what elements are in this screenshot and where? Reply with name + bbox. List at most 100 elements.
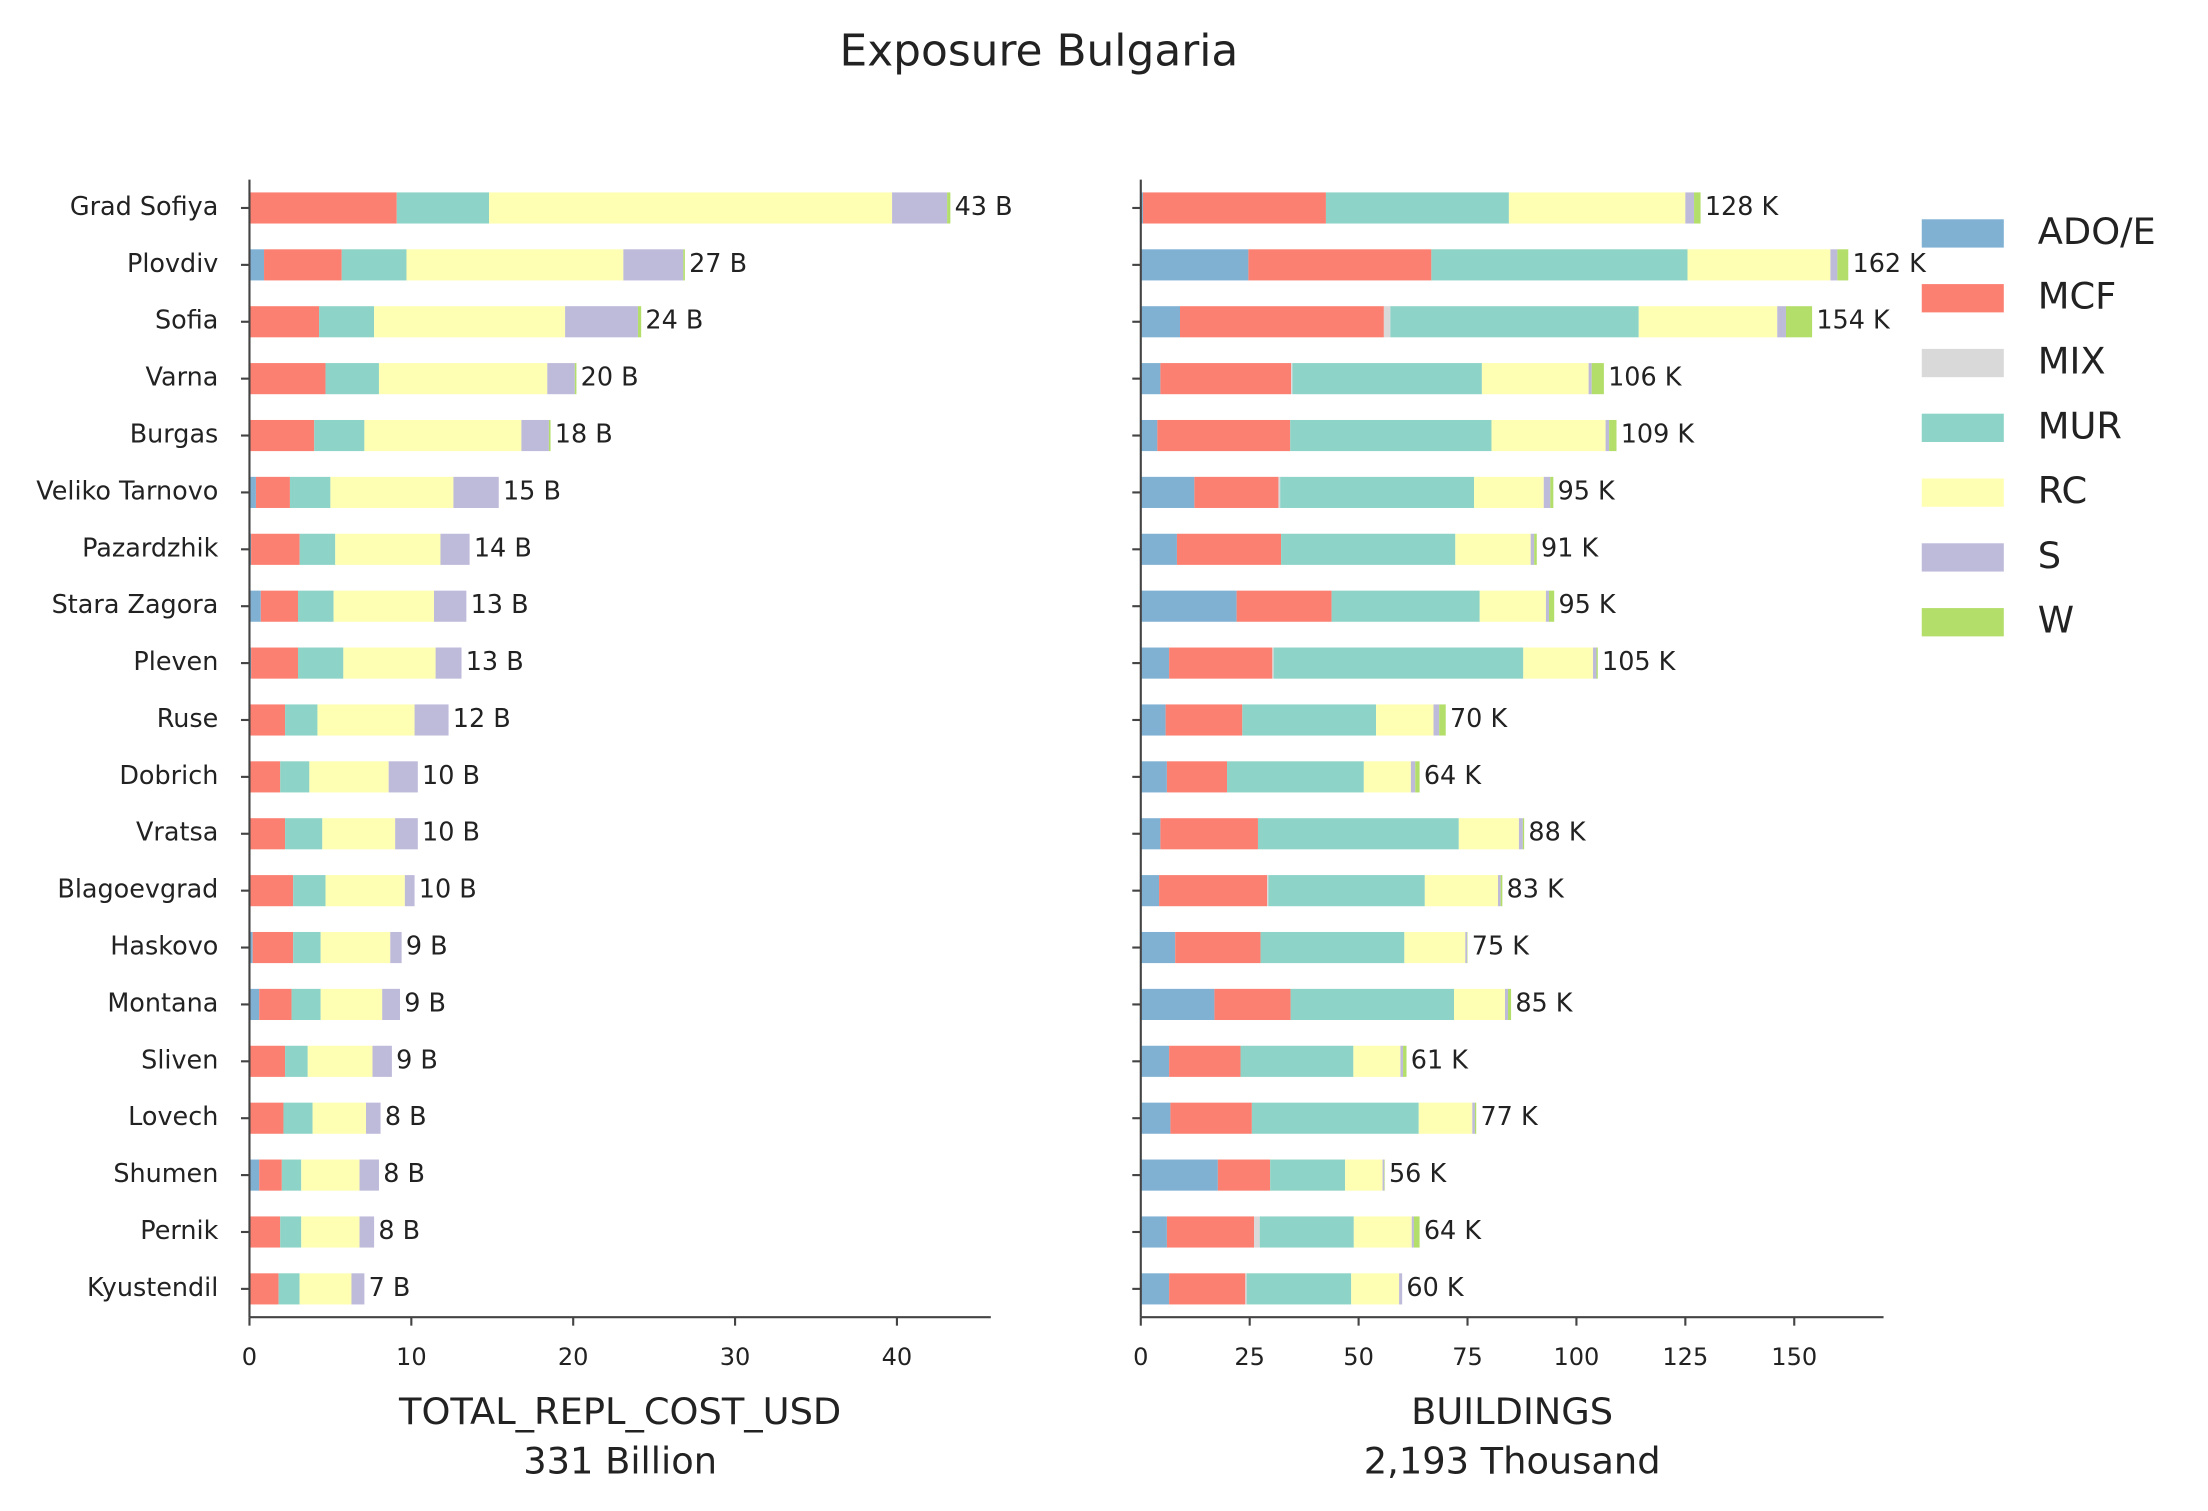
bar-segment <box>1474 476 1544 508</box>
value-label: 12 B <box>453 704 511 734</box>
bar-segment <box>1245 1273 1247 1305</box>
bar-segment <box>404 875 415 907</box>
y-tick-label: Sofia <box>155 306 218 336</box>
bar-segment <box>1400 1045 1404 1077</box>
bar-segment <box>252 931 294 964</box>
bar-segment <box>374 306 566 338</box>
y-tick-label: Veliko Tarnovo <box>36 476 218 506</box>
y-tick-label: Grad Sofiya <box>70 192 218 222</box>
bar-segment <box>1455 533 1531 565</box>
bar-segment <box>1175 931 1261 964</box>
y-tick-label: Lovech <box>128 1102 218 1132</box>
bar-segment <box>319 306 375 338</box>
bar-segment <box>1281 533 1456 565</box>
x-tick-label: 75 <box>1452 1343 1483 1371</box>
y-tick-label: Haskovo <box>110 932 218 962</box>
bar-segment <box>1439 704 1446 736</box>
bar-segment <box>1248 249 1432 281</box>
value-label: 8 B <box>383 1159 425 1189</box>
bar-segment <box>1363 761 1411 793</box>
bar-segment <box>1548 590 1555 622</box>
bar-segment <box>251 647 299 679</box>
bar-segment <box>1140 1102 1171 1134</box>
legend-swatch <box>1921 608 2004 637</box>
bar-segment <box>623 249 684 281</box>
x-axis-note: 2,193 Thousand <box>1364 1439 1661 1482</box>
bar-segment <box>285 1045 308 1077</box>
value-label: 85 K <box>1515 988 1573 1018</box>
bar-segment <box>249 1273 279 1305</box>
bar-segment <box>341 249 407 281</box>
bar-segment <box>1170 1102 1252 1134</box>
x-tick-label: 100 <box>1553 1343 1599 1371</box>
bar-segment <box>1331 590 1480 622</box>
bar-segment <box>382 988 401 1020</box>
bar-segment <box>1254 1216 1260 1248</box>
bar-segment <box>388 761 418 793</box>
bar-segment <box>1543 476 1551 508</box>
y-tick-label: Vratsa <box>136 818 218 848</box>
bar-segment <box>291 988 321 1020</box>
bar-segment <box>489 192 893 224</box>
bar-segment <box>947 192 951 224</box>
bar-segment <box>1518 818 1523 850</box>
y-tick-label: Plovdiv <box>127 249 218 279</box>
bar-segment <box>307 1045 373 1077</box>
bar-segment <box>251 533 300 565</box>
bar-segment <box>1403 1045 1407 1077</box>
legend-swatch <box>1921 543 2004 572</box>
bar-segment <box>1785 306 1813 338</box>
bar-segment <box>1830 249 1838 281</box>
bar-segment <box>249 590 261 622</box>
bar-segment <box>1472 1102 1475 1134</box>
bar-segment <box>1491 419 1606 452</box>
bar-segment <box>1194 476 1279 508</box>
y-tick-label: Dobrich <box>119 761 218 791</box>
bar-segment <box>1240 1045 1354 1077</box>
value-label: 14 B <box>474 533 532 563</box>
bar-segment <box>249 704 286 736</box>
bar-segment <box>1415 761 1420 793</box>
bar-segment <box>1500 875 1503 907</box>
bar-segment <box>1479 590 1546 622</box>
bar-segment <box>1418 1102 1473 1134</box>
bar-segment <box>278 1273 300 1305</box>
bar-segment <box>1273 647 1524 679</box>
bar-segment <box>1390 306 1639 338</box>
bar-segment <box>1508 988 1512 1020</box>
legend-label: ADO/E <box>2038 210 2156 253</box>
x-tick-label: 0 <box>1133 1343 1148 1371</box>
bar-segment <box>1140 419 1158 452</box>
bar-segment <box>1777 306 1786 338</box>
bar-segment <box>1142 192 1326 224</box>
x-axis-label: TOTAL_REPL_COST_USD <box>398 1390 841 1433</box>
bar-segment <box>255 476 290 508</box>
bar-segment <box>293 931 321 964</box>
bar-segment <box>1140 875 1160 907</box>
bar-segment <box>1217 1159 1271 1191</box>
bar-segment <box>1376 704 1434 736</box>
value-label: 154 K <box>1816 306 1891 336</box>
bar-segment <box>1290 988 1455 1020</box>
bar-segment <box>378 363 548 395</box>
bar-segment <box>260 590 299 622</box>
x-axis-note: 331 Billion <box>523 1439 717 1482</box>
bar-segment <box>1140 761 1167 793</box>
bar-segment <box>366 1102 381 1134</box>
x-tick-label: 20 <box>558 1343 589 1371</box>
bar-segment <box>259 1159 282 1191</box>
bar-segment <box>1550 476 1554 508</box>
value-label: 64 K <box>1424 1216 1482 1246</box>
value-label: 61 K <box>1411 1045 1469 1075</box>
bar-segment <box>1140 249 1249 281</box>
y-tick-label: Pazardzhik <box>82 533 218 563</box>
bar-segment <box>325 363 379 395</box>
y-tick-label: Varna <box>146 363 219 393</box>
bar-segment <box>249 1045 286 1077</box>
bar-segment <box>1596 647 1598 679</box>
x-tick-label: 0 <box>242 1343 257 1371</box>
bar-segment <box>548 419 551 452</box>
bar-segment <box>309 761 389 793</box>
bar-segment <box>335 533 441 565</box>
bar-segment <box>1353 1216 1412 1248</box>
